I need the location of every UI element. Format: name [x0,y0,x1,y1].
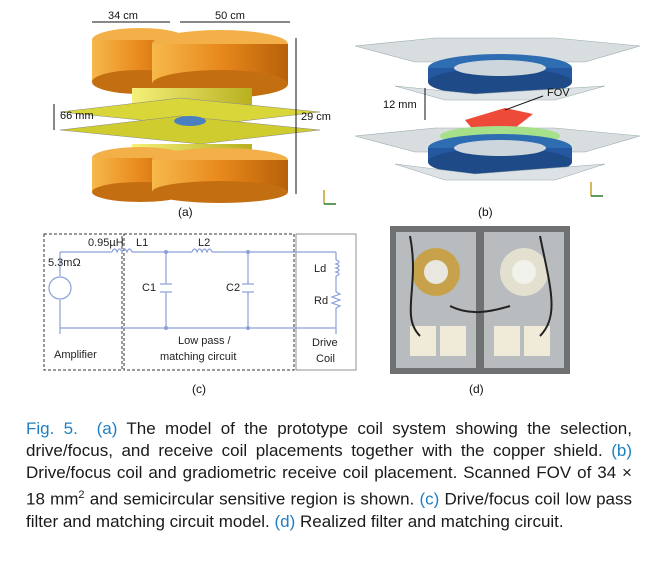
panel-c-label: (c) [192,382,206,396]
panel-b-figure: 12 mm FOV [354,24,645,204]
dim-29cm: 29 cm [301,111,331,123]
panel-d-photo [390,226,570,374]
label-amplifier: Amplifier [54,349,97,361]
caption-a-text: The model of the prototype coil system s… [26,419,632,460]
caption-c-tag: (c) [419,489,440,509]
caption-b-text2: and semicircular sensitive region is sho… [84,489,420,509]
fov-label: FOV [547,87,570,99]
caption-d-tag: (d) [274,511,296,531]
label-filter-line1: Low pass / [178,335,232,347]
caption-a-tag: (a) [96,419,118,438]
drive-receive-coil-illustration: 12 mm FOV [354,37,641,197]
dim-50cm: 50 cm [215,10,245,22]
label-drive-line1: Drive [312,337,338,349]
caption-b-tag: (b) [611,441,632,460]
label-l-series: 0.95µH [88,237,124,249]
coil-model-illustration: 34 cm 50 cm 66 mm 29 cm [53,10,336,205]
panel-c-figure: 0.95µH 5.3mΩ L1 L2 C1 C2 Ld Rd Amplifier… [42,228,360,374]
circuit-diagram: 0.95µH 5.3mΩ L1 L2 C1 C2 Ld Rd Amplifier… [43,233,357,371]
label-drive-line2: Coil [316,353,335,365]
figure-caption: Fig. 5. (a) The model of the prototype c… [26,418,632,533]
caption-c-text: Drive/focus coil low pass filter and mat… [26,489,632,531]
circuit-photo-illustration [390,226,570,374]
caption-b-text1: Drive/focus coil and gradiometric receiv… [26,463,632,509]
panel-a-figure: 34 cm 50 cm 66 mm 29 cm [40,8,340,208]
label-c2: C2 [226,282,240,294]
caption-b-sup: 2 [78,489,85,501]
dim-34cm: 34 cm [108,10,138,22]
label-l2: L2 [198,237,210,249]
dim-66mm: 66 mm [60,110,94,122]
dim-12mm: 12 mm [383,99,417,111]
panel-b-label: (b) [478,205,493,219]
caption-fig-number: Fig. 5. [26,419,78,438]
panel-d-label: (d) [469,382,484,396]
label-ld: Ld [314,263,326,275]
caption-d-text: Realized filter and matching circuit. [295,511,564,531]
label-filter-line2: matching circuit [160,351,236,363]
label-rd: Rd [314,295,328,307]
label-c1: C1 [142,282,156,294]
label-r-series: 5.3mΩ [48,257,81,269]
panel-a-label: (a) [178,205,193,219]
label-l1: L1 [136,237,148,249]
